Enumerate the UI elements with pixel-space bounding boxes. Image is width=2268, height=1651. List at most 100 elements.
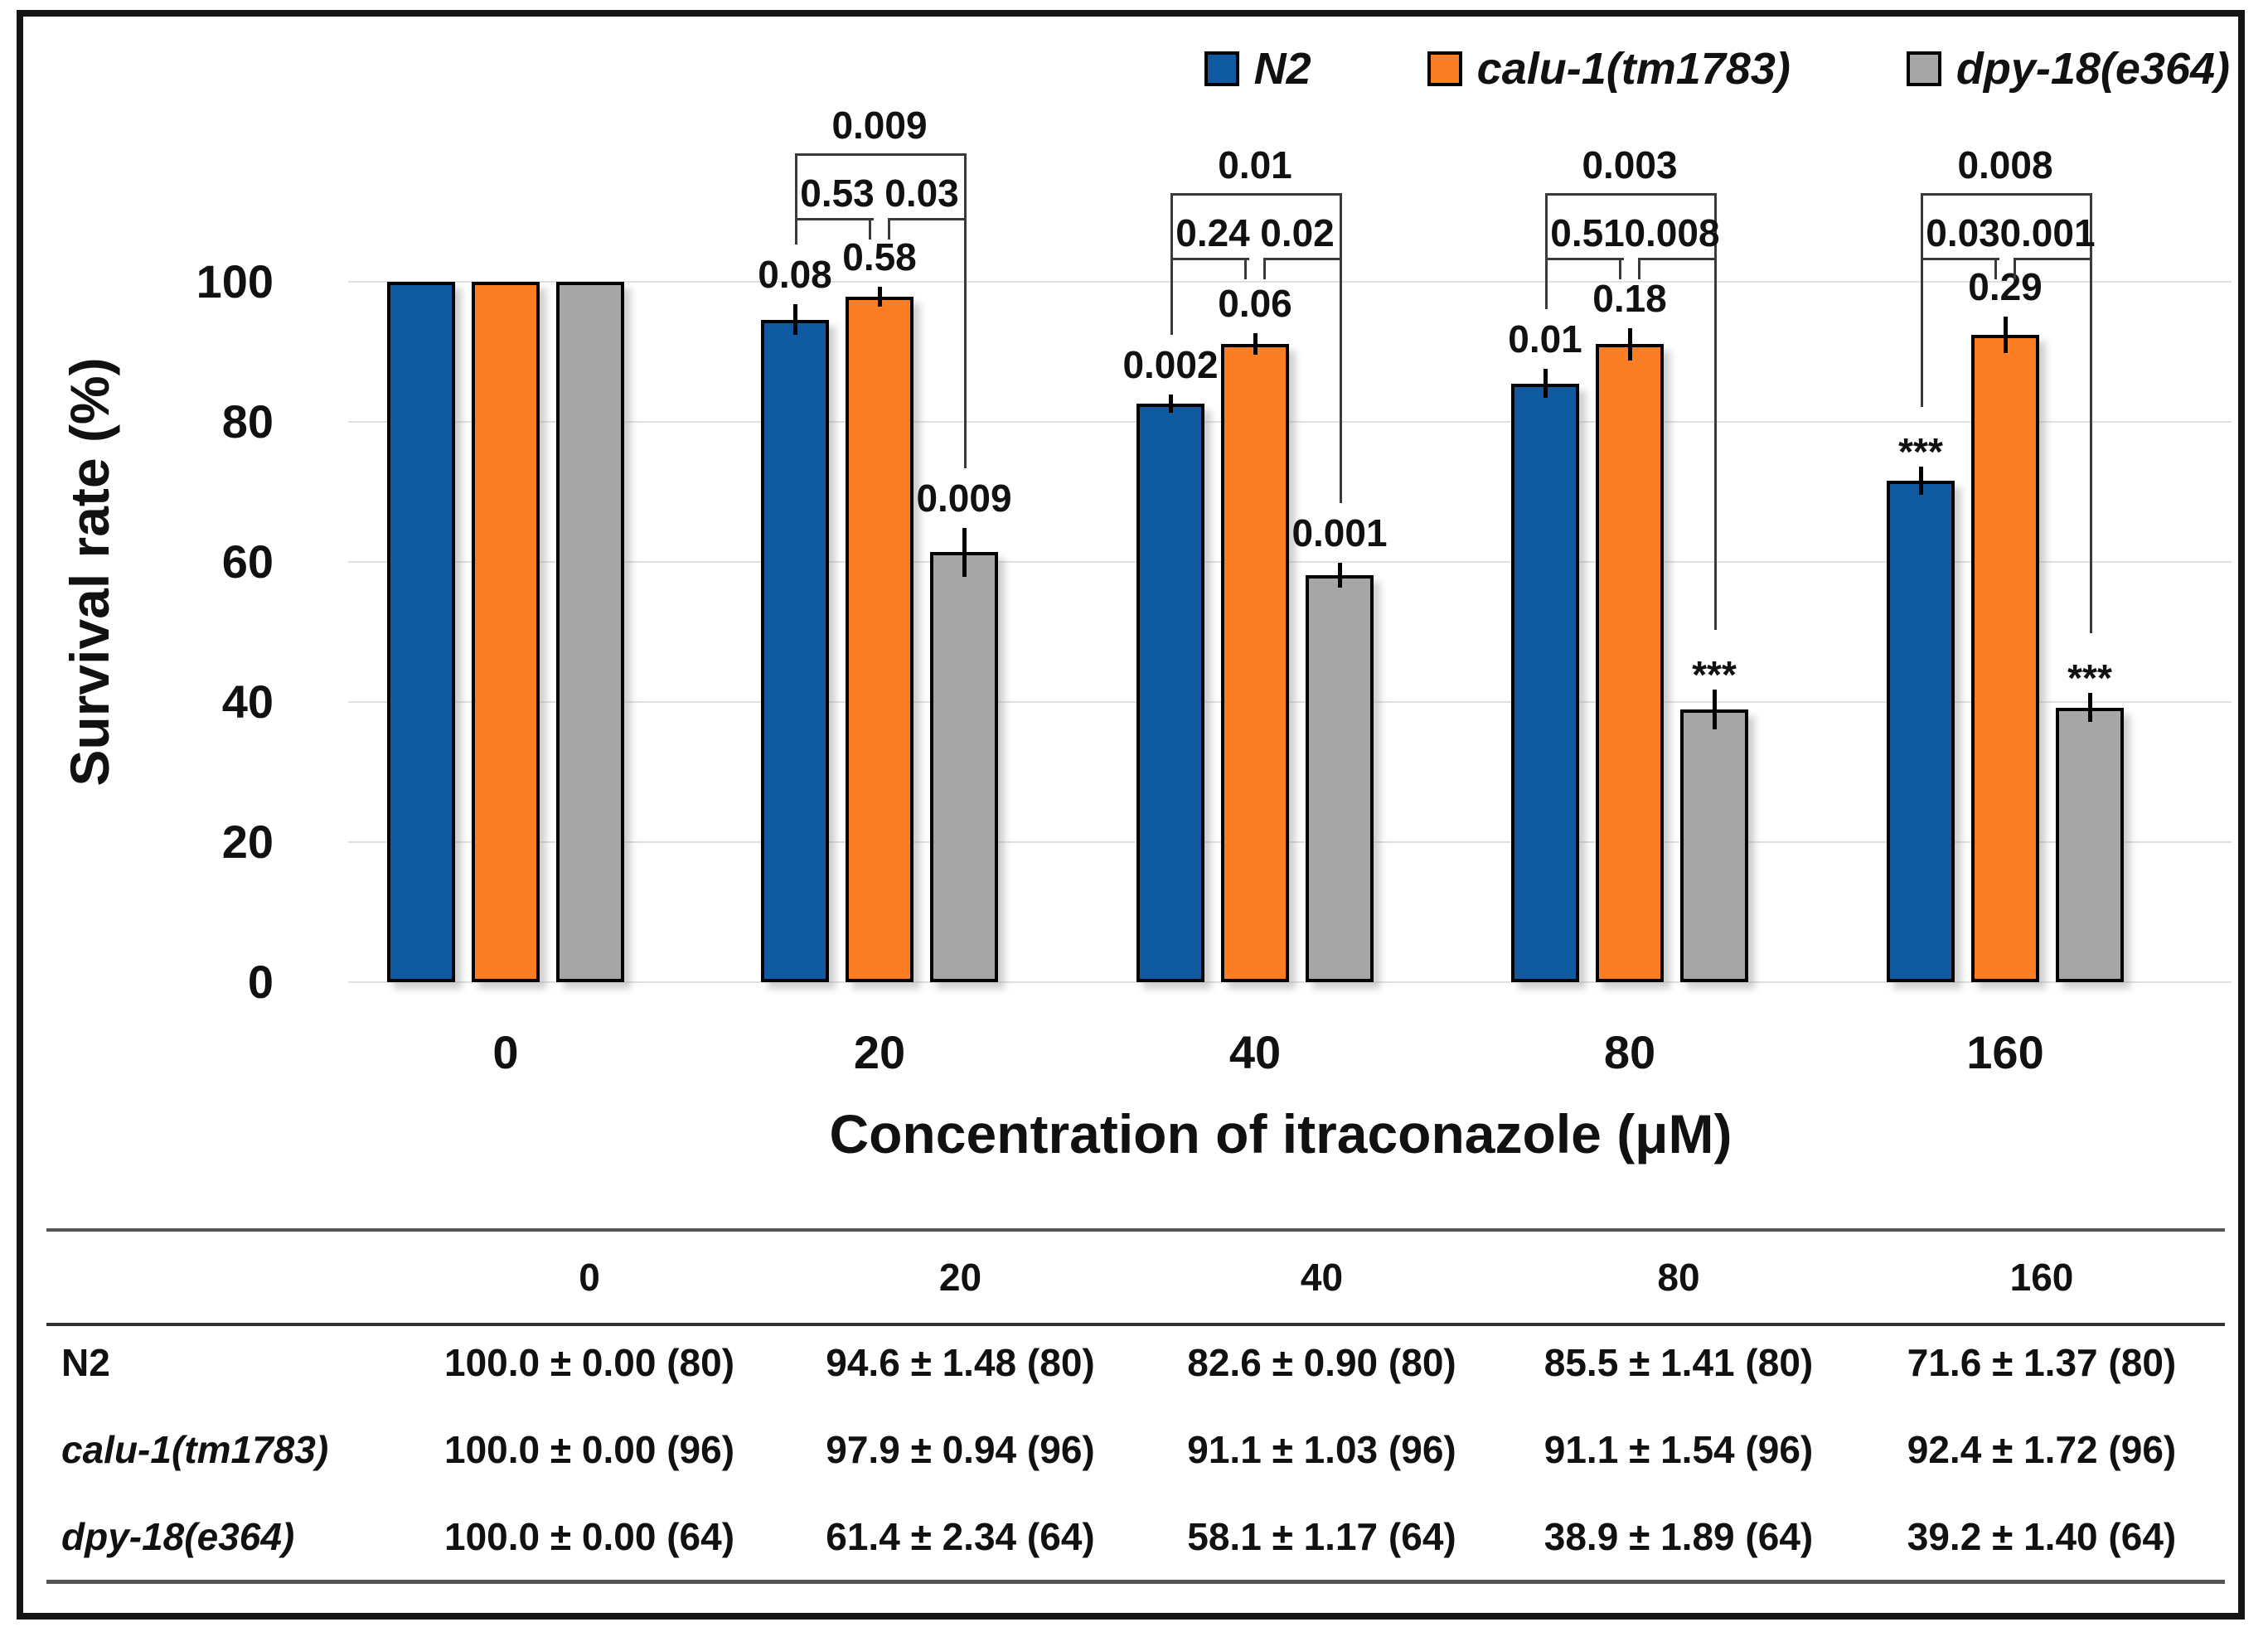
x-axis-tick-label: 20 xyxy=(853,1026,906,1078)
bar-dpy-18(e364)-0 xyxy=(556,282,624,982)
bracket-inner-left-tick xyxy=(1244,258,1247,279)
table-value-cell: 94.6 ± 1.48 (80) xyxy=(826,1340,1095,1384)
bracket-inner-right xyxy=(2014,258,2092,260)
table-value-cell: 39.2 ± 1.40 (64) xyxy=(1907,1514,2177,1558)
legend-swatch xyxy=(1204,51,1239,86)
table-value-cell: 91.1 ± 1.54 (96) xyxy=(1544,1427,1814,1471)
p-value-label: 0.001 xyxy=(1292,511,1388,555)
error-bar xyxy=(2088,693,2092,723)
bar-dpy-18(e364)-160 xyxy=(2056,707,2124,982)
bracket-inner-right-tick xyxy=(1263,258,1266,279)
p-value-label: 0.002 xyxy=(1122,342,1219,386)
bar-dpy-18(e364)-80 xyxy=(1680,709,1748,982)
bracket-inner-left-tick xyxy=(869,218,871,240)
legend-swatch xyxy=(1427,51,1462,86)
bracket-inner-right-tick xyxy=(2014,258,2016,279)
bracket-left-drop xyxy=(1545,193,1548,309)
table-value-cell: 71.6 ± 1.37 (80) xyxy=(1907,1340,2177,1384)
table-header-cell xyxy=(46,1232,403,1326)
y-axis-tick-label: 40 xyxy=(221,675,274,728)
table-row-label: calu-1(tm1783) xyxy=(61,1427,329,1471)
p-value-label: 0.08 xyxy=(758,252,832,296)
table-row-label: dpy-18(e364) xyxy=(61,1514,295,1558)
error-bar xyxy=(1253,333,1258,356)
error-bar xyxy=(962,527,967,577)
bracket-inner-left xyxy=(1170,258,1249,260)
gridline xyxy=(348,841,2232,843)
error-bar xyxy=(1544,368,1548,399)
error-bar xyxy=(1338,563,1342,588)
table-row-label: N2 xyxy=(61,1340,110,1384)
table-header-cell: 160 xyxy=(1858,1232,2225,1326)
p-value-bracket-outer: 0.009 xyxy=(831,104,928,147)
error-bar xyxy=(878,286,882,307)
bracket-right-drop xyxy=(1340,193,1342,504)
legend-swatch xyxy=(1906,51,1941,86)
table-value-cell: 97.9 ± 0.94 (96) xyxy=(826,1427,1095,1471)
table-value-cell: 100.0 ± 0.00 (80) xyxy=(443,1340,735,1384)
error-bar xyxy=(793,303,797,336)
table-value-cell: 100.0 ± 0.00 (64) xyxy=(443,1514,735,1558)
x-axis-title: Concentration of itraconazole (μM) xyxy=(829,1103,1732,1164)
bar-calu-1(tm1783)-40 xyxy=(1221,344,1289,982)
table-value-cell: 91.1 ± 1.03 (96) xyxy=(1187,1427,1456,1471)
p-value-bracket-outer: 0.01 xyxy=(1218,143,1292,186)
y-axis-tick-label: 100 xyxy=(196,255,274,307)
chart-legend: N2 calu-1(tm1783) dpy-18(e364) xyxy=(1204,43,2230,94)
gridline xyxy=(348,281,2232,283)
p-value-bracket-inner-left: 0.24 xyxy=(1175,211,1250,254)
bracket-inner-left xyxy=(1545,258,1624,260)
p-value-bracket-inner-right: 0.03 xyxy=(884,172,959,215)
y-axis-tick-label: 20 xyxy=(221,816,274,868)
y-axis-tick-label: 80 xyxy=(221,395,274,448)
bracket-outer xyxy=(1545,193,1717,196)
p-value-label: 0.06 xyxy=(1218,282,1292,326)
table-header-cell: 80 xyxy=(1499,1232,1858,1326)
y-axis-title: Survival rate (%) xyxy=(59,357,120,787)
bar-dpy-18(e364)-20 xyxy=(930,552,998,982)
bracket-outer xyxy=(795,153,967,156)
bar-calu-1(tm1783)-160 xyxy=(1971,335,2039,982)
error-bar xyxy=(2004,317,2008,353)
p-value-label: 0.58 xyxy=(842,235,917,278)
error-bar xyxy=(1713,690,1717,730)
table-value-cell: 58.1 ± 1.17 (64) xyxy=(1187,1514,1456,1558)
p-value-bracket-inner-right: 0.02 xyxy=(1260,211,1335,254)
legend-item-dpy-18(e364): dpy-18(e364) xyxy=(1906,43,2230,94)
bracket-outer xyxy=(1921,193,2092,196)
p-value-bracket-outer: 0.003 xyxy=(1582,143,1678,186)
table-value-cell: 92.4 ± 1.72 (96) xyxy=(1907,1427,2177,1471)
x-axis-tick-label: 0 xyxy=(492,1026,519,1078)
gridline xyxy=(348,701,2232,703)
p-value-label: 0.29 xyxy=(1968,265,2043,309)
legend-item-N2: N2 xyxy=(1204,43,1311,94)
p-value-bracket-outer: 0.008 xyxy=(1957,143,2053,186)
legend-item-calu-1(tm1783): calu-1(tm1783) xyxy=(1427,43,1791,94)
gridline xyxy=(348,561,2232,563)
legend-label: calu-1(tm1783) xyxy=(1476,44,1791,94)
bar-N2-0 xyxy=(387,282,455,982)
p-value-bracket-inner-right: 0.001 xyxy=(1999,211,2096,254)
significance-stars: *** xyxy=(2067,656,2112,700)
p-value-label: 0.01 xyxy=(1508,317,1582,361)
bracket-inner-left-tick xyxy=(1619,258,1621,279)
significance-stars: *** xyxy=(1692,653,1737,697)
bar-calu-1(tm1783)-0 xyxy=(472,282,540,982)
x-axis-tick-label: 160 xyxy=(1966,1026,2044,1078)
p-value-label: 0.009 xyxy=(916,476,1012,520)
figure-border xyxy=(17,10,2245,1620)
legend-label: N2 xyxy=(1253,44,1311,94)
table-header-cell: 0 xyxy=(403,1232,776,1326)
p-value-bracket-inner-left: 0.03 xyxy=(1926,211,2000,254)
bracket-left-drop xyxy=(1921,193,1923,407)
bracket-right-drop xyxy=(1714,193,1717,631)
table-value-cell: 38.9 ± 1.89 (64) xyxy=(1544,1514,1814,1558)
bracket-right-drop xyxy=(2090,193,2092,633)
bracket-right-drop xyxy=(964,153,967,468)
table-value-cell: 100.0 ± 0.00 (96) xyxy=(443,1427,735,1471)
bracket-inner-left-tick xyxy=(1994,258,1997,279)
error-bar xyxy=(1628,327,1632,361)
x-axis-tick-label: 40 xyxy=(1228,1026,1282,1078)
bracket-inner-left xyxy=(1921,258,1999,260)
